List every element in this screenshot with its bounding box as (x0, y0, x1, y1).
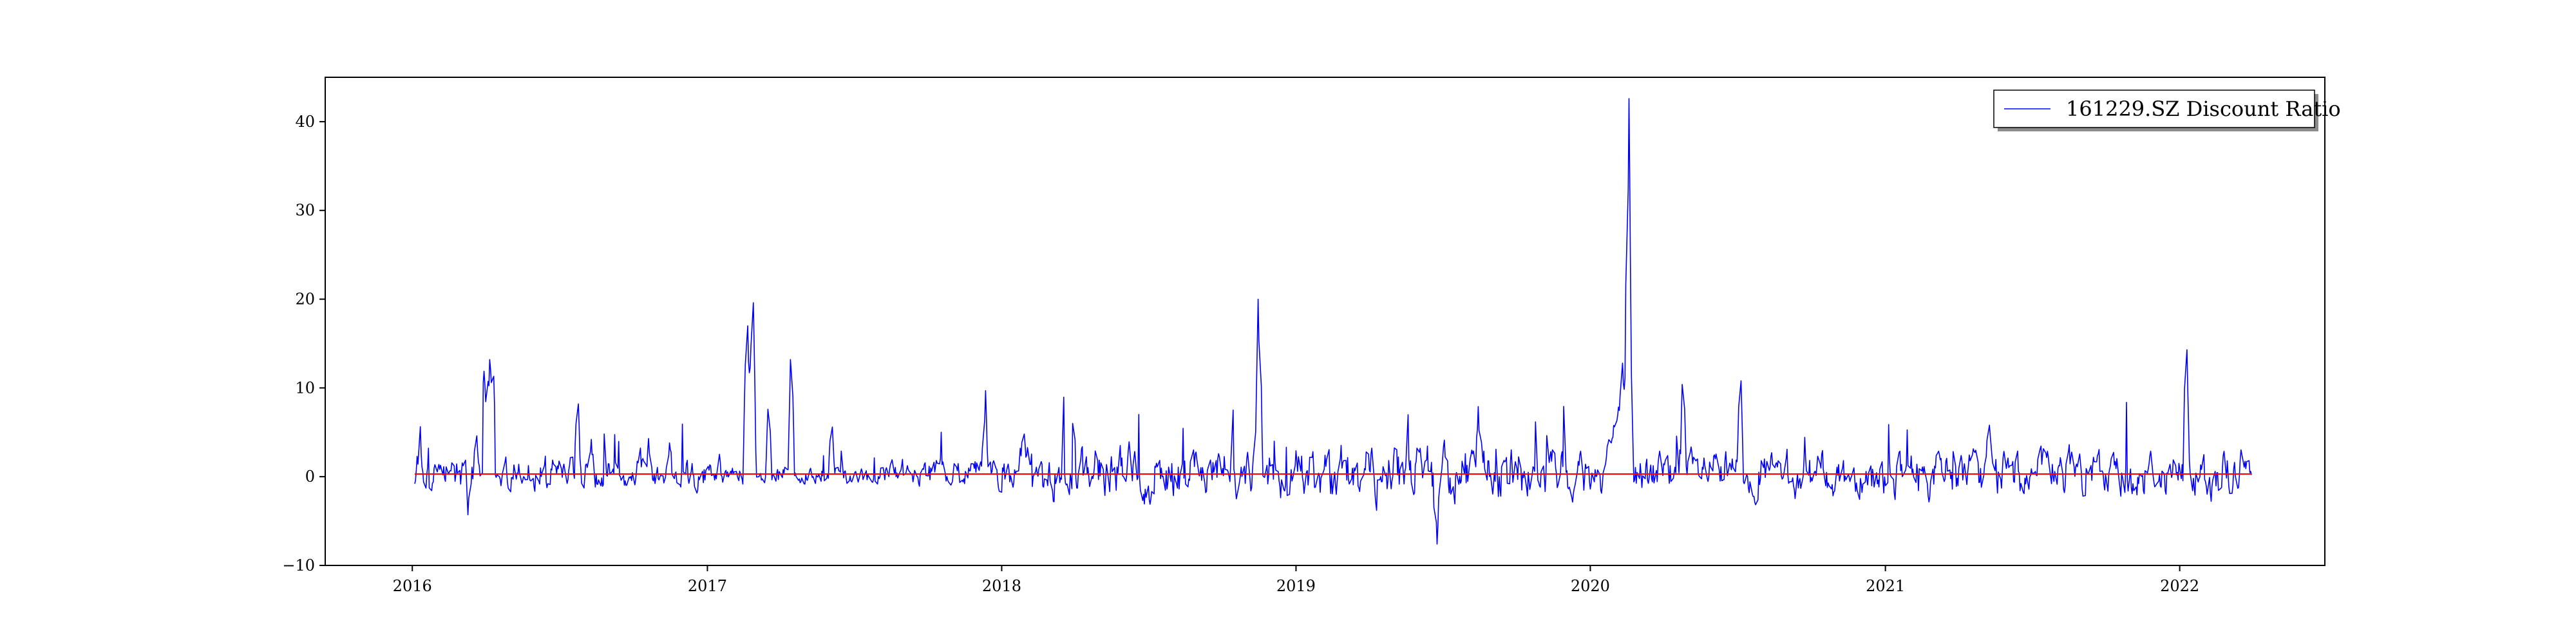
x-tick-label: 2020 (1571, 577, 1610, 595)
axes-frame (325, 77, 2325, 566)
x-tick-label: 2018 (982, 577, 1021, 595)
y-tick-label: 30 (295, 202, 315, 220)
axis-ticks: 2016 2017 2018 2019 2020 2021 2022 −10 0 10 20 30 40 (282, 113, 2199, 595)
y-tick-label: −10 (282, 556, 315, 574)
y-tick-label: 10 (295, 379, 315, 397)
x-tick-label: 2016 (393, 577, 432, 595)
x-tick-label: 2021 (1866, 577, 1905, 595)
x-tick-label: 2017 (688, 577, 727, 595)
x-tick-label: 2019 (1276, 577, 1316, 595)
discount-ratio-series-line (414, 98, 2252, 545)
x-tick-label: 2022 (2160, 577, 2199, 595)
plot-data (414, 98, 2252, 545)
y-tick-label: 0 (305, 468, 315, 486)
y-tick-label: 20 (295, 290, 315, 308)
legend: 161229.SZ Discount Ratio (1993, 90, 2341, 131)
y-tick-label: 40 (295, 113, 315, 131)
legend-entry-label: 161229.SZ Discount Ratio (2066, 97, 2341, 121)
